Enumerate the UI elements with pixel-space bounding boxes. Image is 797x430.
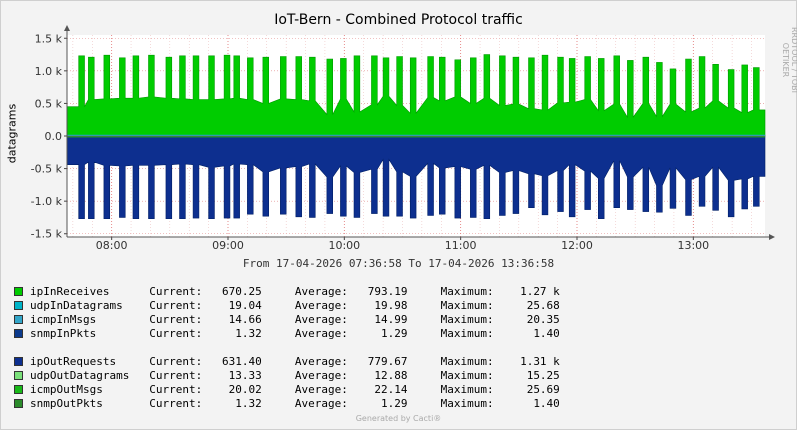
x-tick-label: 12:00 <box>561 239 593 252</box>
y-axis-arrow <box>64 25 70 31</box>
series-area-ipOutRequests <box>66 135 766 220</box>
legend-entry-text: udpOutDatagrams Current: 13.33 Average: … <box>30 369 560 382</box>
legend-swatch <box>14 371 23 380</box>
legend-entry-text: ipInReceives Current: 670.25 Average: 79… <box>30 285 560 298</box>
legend-swatch <box>14 357 23 366</box>
legend-entry-text: udpInDatagrams Current: 19.04 Average: 1… <box>30 299 560 312</box>
y-tick-label: 0.5 k <box>35 97 63 110</box>
series-band-snmpOutPkts <box>67 136 765 137</box>
x-tick-label: 11:00 <box>445 239 477 252</box>
legend-swatch <box>14 287 23 296</box>
series-area-ipInReceives <box>66 54 766 137</box>
legend-entry-text: icmpInMsgs Current: 14.66 Average: 14.99… <box>30 313 560 326</box>
y-tick-label: 1.5 k <box>35 32 63 45</box>
series-band-icmpInMsgs <box>67 135 765 137</box>
y-tick-label: -1.5 k <box>31 228 63 241</box>
legend-swatch <box>14 301 23 310</box>
x-axis-arrow <box>769 234 775 240</box>
x-tick-label: 13:00 <box>677 239 709 252</box>
x-tick-label: 10:00 <box>328 239 360 252</box>
time-range-label: From 17-04-2026 07:36:58 To 17-04-2026 1… <box>242 257 555 270</box>
chart-title: IoT-Bern - Combined Protocol traffic <box>274 12 523 28</box>
y-tick-label: -1.0 k <box>31 195 63 208</box>
legend-entry-text: snmpInPkts Current: 1.32 Average: 1.29 M… <box>30 327 560 340</box>
x-tick-label: 08:00 <box>96 239 128 252</box>
legend-entry-text: icmpOutMsgs Current: 20.02 Average: 22.1… <box>30 383 560 396</box>
generated-by-credit: Generated by Cacti® <box>355 414 442 423</box>
y-tick-label: 1.0 k <box>35 65 63 78</box>
legend-entry-text: ipOutRequests Current: 631.40 Average: 7… <box>30 355 560 368</box>
legend-entry-text: snmpOutPkts Current: 1.32 Average: 1.29 … <box>30 397 560 410</box>
y-tick-label: 0.0 <box>45 130 63 143</box>
legend-swatch <box>14 399 23 408</box>
legend-swatch <box>14 385 23 394</box>
y-tick-label: -0.5 k <box>31 163 63 176</box>
legend-swatch <box>14 329 23 338</box>
legend-swatch <box>14 315 23 324</box>
x-tick-label: 09:00 <box>212 239 244 252</box>
